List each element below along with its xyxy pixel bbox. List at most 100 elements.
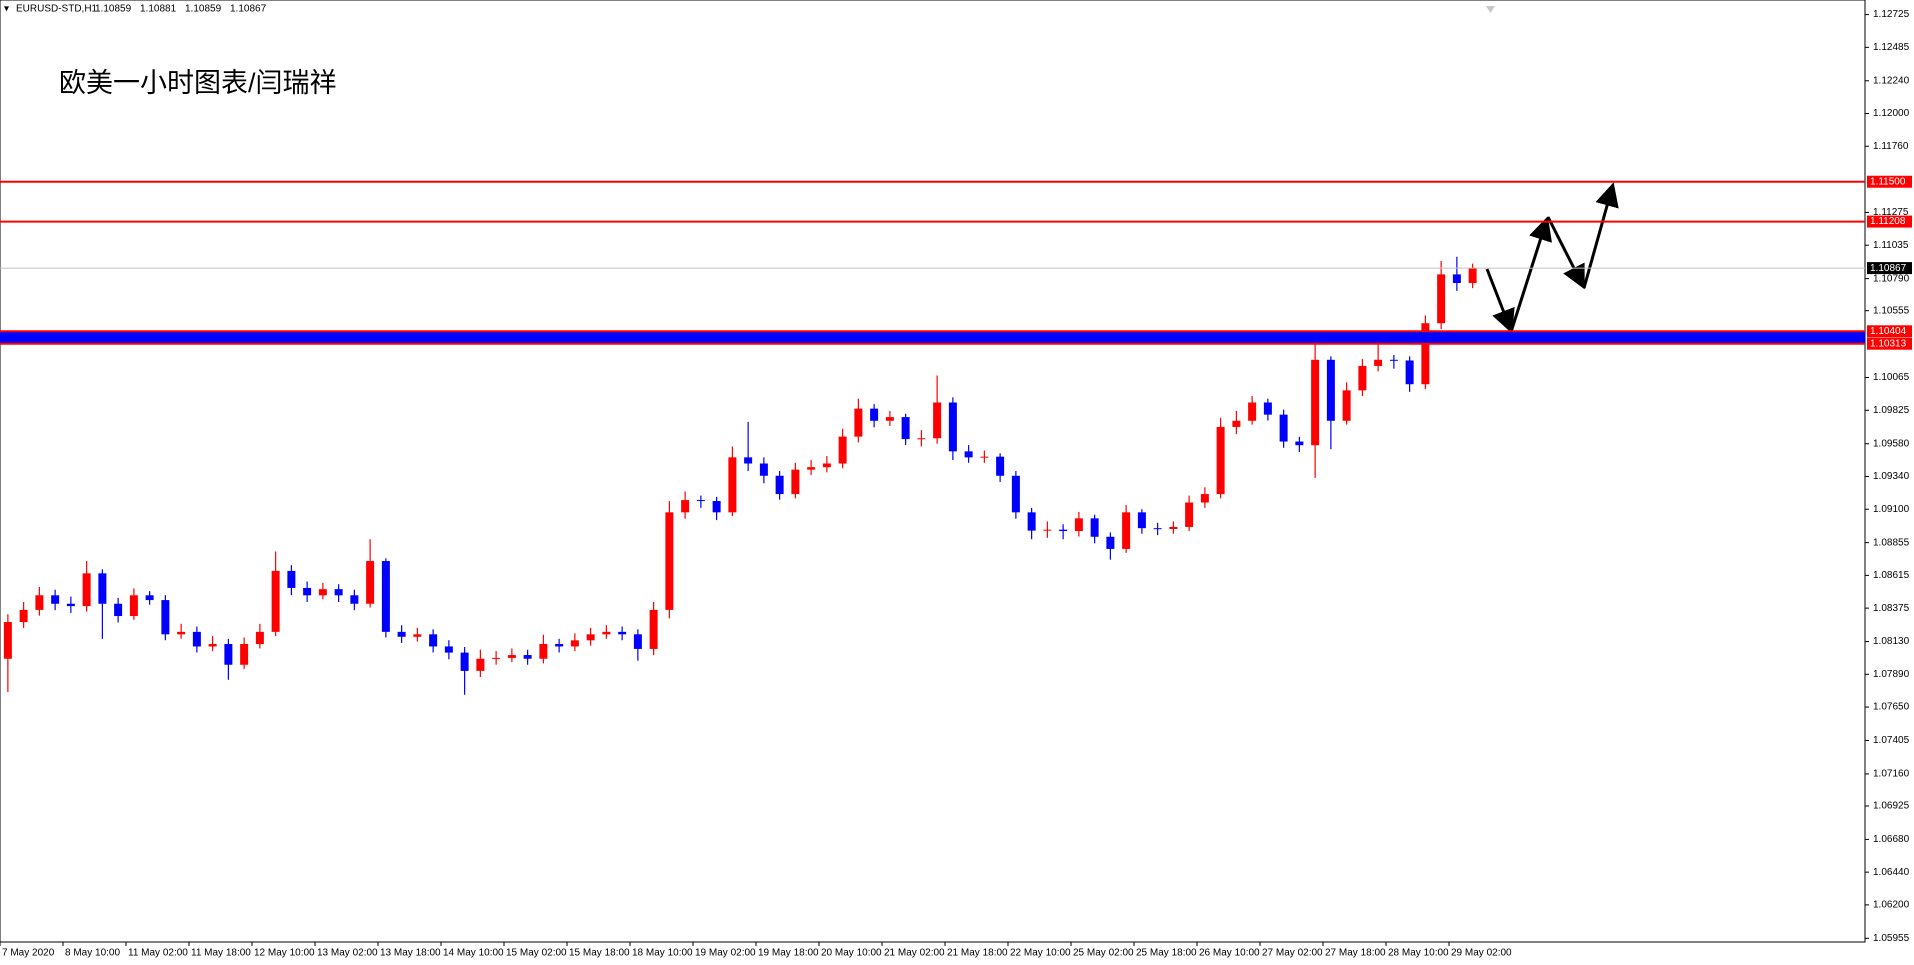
y-tick-label: 1.12485	[1873, 42, 1910, 53]
y-tick-label: 1.12000	[1873, 108, 1910, 119]
candle-body	[1358, 365, 1367, 391]
candle-body	[1074, 518, 1083, 532]
candle-body	[476, 658, 485, 671]
candle-body	[492, 657, 501, 659]
candle-body	[775, 475, 784, 495]
x-tick-label: 11 May 02:00	[128, 948, 188, 959]
y-tick-label: 1.09340	[1873, 471, 1910, 482]
y-tick-label: 1.09825	[1873, 405, 1910, 416]
candle-body	[791, 469, 800, 495]
y-tick-label: 1.07890	[1873, 669, 1910, 680]
candle-body	[429, 634, 438, 647]
candle-body	[334, 589, 343, 596]
candle-body	[665, 512, 674, 610]
arrow	[1485, 268, 1515, 334]
x-tick-label: 21 May 18:00	[947, 948, 1008, 959]
x-tick-label: 11 May 18:00	[191, 948, 251, 959]
candle-body	[1295, 441, 1304, 446]
candle-body	[98, 573, 107, 604]
price-label: 1.11500	[1870, 176, 1906, 187]
candle-body	[1043, 529, 1052, 531]
candle-body	[885, 417, 894, 421]
y-tick-label: 1.06925	[1873, 801, 1910, 812]
candle-body	[413, 634, 422, 637]
price-label-bg	[1867, 175, 1912, 188]
candle-body	[901, 417, 910, 440]
candle-body	[1263, 402, 1272, 415]
candle-body	[271, 570, 280, 632]
candle-body	[1342, 390, 1351, 421]
chart-title: 欧美一小时图表/闫瑞祥	[59, 68, 337, 98]
candle-body	[1452, 274, 1461, 283]
candle-body	[381, 561, 390, 632]
y-tick-label: 1.11275	[1873, 207, 1909, 218]
price-label: 1.10404	[1870, 326, 1907, 337]
arrow	[1546, 216, 1585, 290]
x-tick-label: 22 May 10:00	[1010, 948, 1071, 959]
y-tick-label: 1.10065	[1873, 372, 1910, 383]
y-tick-label: 1.08130	[1873, 636, 1910, 647]
candle-body	[255, 631, 264, 645]
y-tick-label: 1.07650	[1873, 702, 1910, 713]
candle-body	[1185, 502, 1194, 527]
y-tick-label: 1.06200	[1873, 900, 1910, 911]
y-tick-label: 1.10555	[1873, 305, 1910, 316]
y-tick-label: 1.08375	[1873, 603, 1910, 614]
candle-body	[633, 634, 642, 649]
x-tick-label: 15 May 18:00	[569, 948, 630, 959]
x-tick-label: 8 May 10:00	[65, 948, 120, 959]
candle-body	[240, 644, 249, 665]
candle-body	[1248, 402, 1257, 421]
quote-value: 1.10867	[230, 4, 267, 15]
x-tick-label: 25 May 18:00	[1136, 948, 1197, 959]
candle-body	[1169, 526, 1178, 529]
price-label-bg	[1867, 337, 1912, 350]
price-label: 1.10867	[1870, 263, 1907, 274]
candle-body	[822, 463, 831, 468]
y-tick-label: 1.12240	[1873, 75, 1910, 86]
candle-body	[114, 603, 123, 617]
candle-body	[1232, 420, 1241, 427]
candle-body	[744, 457, 753, 464]
y-tick-label: 1.06680	[1873, 834, 1910, 845]
y-tick-label: 1.07405	[1873, 735, 1910, 746]
candle-body	[350, 595, 359, 604]
candle-body	[51, 595, 60, 604]
x-tick-label: 26 May 10:00	[1199, 948, 1260, 959]
candle-body	[1311, 359, 1320, 446]
candle-body	[1421, 323, 1430, 385]
candle-body	[1027, 512, 1036, 531]
y-tick-label: 1.05955	[1873, 933, 1910, 944]
x-tick-label: 12 May 10:00	[254, 948, 315, 959]
candle-body	[303, 587, 312, 596]
x-tick-label: 27 May 02:00	[1262, 948, 1323, 959]
x-tick-label: 7 May 2020	[2, 948, 55, 959]
candle-body	[318, 589, 327, 596]
candle-body	[933, 402, 942, 439]
candle-body	[602, 631, 611, 635]
support-zone	[0, 331, 1865, 344]
candle-body	[712, 501, 721, 513]
price-label-bg	[1867, 262, 1912, 275]
y-tick-label: 1.06440	[1873, 867, 1910, 878]
x-tick-label: 15 May 02:00	[506, 948, 567, 959]
price-label: 1.10313	[1870, 338, 1907, 349]
x-tick-label: 18 May 10:00	[632, 948, 693, 959]
candle-body	[177, 631, 186, 635]
candle-body	[224, 644, 233, 665]
candle-body	[1200, 494, 1209, 503]
x-tick-label: 19 May 18:00	[758, 948, 819, 959]
candles	[3, 256, 1477, 695]
candle-body	[66, 603, 75, 607]
candle-body	[82, 573, 91, 607]
y-tick-label: 1.10790	[1873, 273, 1910, 284]
candle-body	[460, 652, 469, 671]
candle-body	[996, 456, 1005, 476]
y-tick-label: 1.12725	[1873, 9, 1910, 20]
symbol: EURUSD-STD,H1	[16, 4, 98, 15]
shift-marker	[1486, 6, 1495, 13]
candle-body	[728, 457, 737, 513]
y-tick-label: 1.09100	[1873, 504, 1910, 515]
candle-body	[570, 640, 579, 647]
candle-body	[1216, 426, 1225, 495]
